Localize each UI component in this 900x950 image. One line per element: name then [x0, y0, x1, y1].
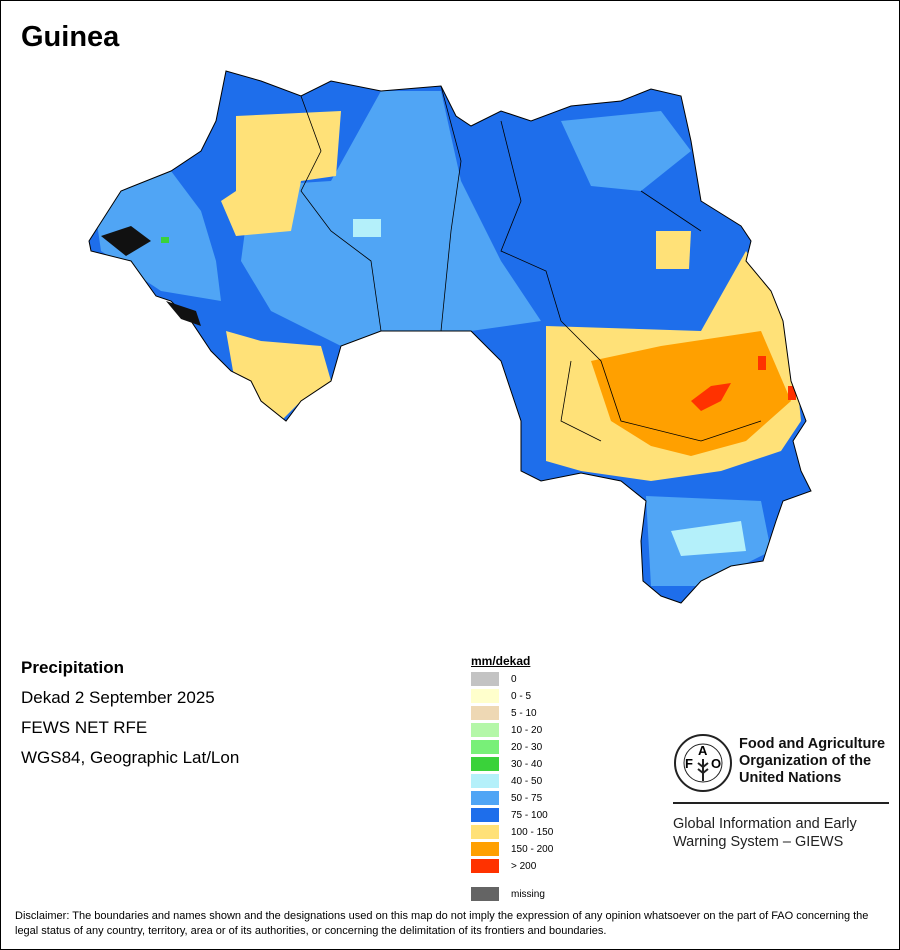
- period-label: Dekad 2 September 2025: [21, 688, 215, 707]
- map-title: Guinea: [21, 21, 120, 53]
- legend-item-missing: missing: [471, 887, 545, 901]
- legend-label: 50 - 75: [511, 792, 543, 804]
- legend-swatch: [471, 859, 499, 873]
- variable-label: Precipitation: [21, 658, 124, 677]
- fao-name-line: Food and Agriculture: [739, 736, 886, 752]
- rain-zone-over-200-border: [788, 386, 796, 400]
- legend-swatch: [471, 842, 499, 856]
- legend-swatch: [471, 774, 499, 788]
- legend-item: > 200: [471, 859, 536, 873]
- logo-divider: [673, 802, 889, 804]
- legend-item: 100 - 150: [471, 825, 553, 839]
- legend-label: missing: [511, 888, 545, 900]
- legend-label: 0 - 5: [511, 690, 532, 702]
- legend-swatch: [471, 808, 499, 822]
- legend-swatch: [471, 689, 499, 703]
- legend-swatch: [471, 791, 499, 805]
- legend-title: mm/dekad: [471, 654, 531, 668]
- rain-zone-50-75-coast: [91, 171, 221, 301]
- rain-zone-40-50-south: [671, 521, 746, 556]
- legend-swatch: [471, 672, 499, 686]
- disclaimer: Disclaimer: The boundaries and names sho…: [15, 910, 869, 937]
- rain-zone-50-75-northeast: [561, 111, 691, 191]
- legend-label: 100 - 150: [511, 826, 554, 838]
- legend-label: 5 - 10: [511, 707, 537, 719]
- legend-item: 0 - 5: [471, 689, 531, 703]
- legend-label: 10 - 20: [511, 724, 543, 736]
- svg-text:F: F: [685, 756, 693, 771]
- precipitation-map: [88, 70, 812, 604]
- legend-item: 150 - 200: [471, 842, 553, 856]
- legend-swatch: [471, 740, 499, 754]
- legend-label: 40 - 50: [511, 775, 543, 787]
- country-border: [88, 70, 812, 604]
- source-label: FEWS NET RFE: [21, 718, 148, 737]
- legend-swatch: [471, 706, 499, 720]
- rain-zone-150-200: [591, 331, 791, 456]
- projection-label: WGS84, Geographic Lat/Lon: [21, 748, 240, 767]
- legend-swatch: [471, 757, 499, 771]
- giews-name: Global Information and Early Warning Sys…: [673, 815, 857, 851]
- legend-item: 0: [471, 672, 517, 686]
- legend-label: 0: [511, 673, 517, 685]
- rain-zone-over-200: [691, 383, 731, 411]
- legend-item: 20 - 30: [471, 740, 542, 754]
- legend-label: > 200: [511, 860, 537, 872]
- coastal-islands: [101, 226, 201, 326]
- giews-line: Warning System – GIEWS: [673, 834, 844, 850]
- legend-item: 40 - 50: [471, 774, 542, 788]
- giews-line: Global Information and Early: [673, 816, 857, 832]
- fao-logo: F A O: [674, 734, 732, 792]
- fao-name: Food and Agriculture Organization of the…: [739, 736, 885, 787]
- rain-zone-100-150-northwest: [221, 111, 341, 236]
- legend-item: 30 - 40: [471, 757, 542, 771]
- legend-label: 30 - 40: [511, 758, 543, 770]
- legend-item: 10 - 20: [471, 723, 542, 737]
- legend-item: 75 - 100: [471, 808, 548, 822]
- svg-text:A: A: [698, 743, 708, 758]
- fao-name-line: Organization of the: [739, 753, 872, 769]
- legend-label: 75 - 100: [511, 809, 548, 821]
- legend-label: 150 - 200: [511, 843, 554, 855]
- admin-boundaries: [300, 85, 762, 442]
- rain-zone-40-50-center: [353, 219, 381, 237]
- rain-zone-30-40: [161, 237, 169, 243]
- svg-text:O: O: [711, 756, 721, 771]
- rain-zone-over-200-east: [758, 356, 766, 370]
- fao-name-line: United Nations: [739, 770, 842, 786]
- legend-item: 50 - 75: [471, 791, 542, 805]
- legend-item: 5 - 10: [471, 706, 537, 720]
- legend-swatch: [471, 825, 499, 839]
- legend-swatch: [471, 887, 499, 901]
- legend-label: 20 - 30: [511, 741, 543, 753]
- rain-zone-50-75-center: [241, 91, 541, 346]
- rain-zone-100-150-north: [656, 231, 691, 269]
- legend-swatch: [471, 723, 499, 737]
